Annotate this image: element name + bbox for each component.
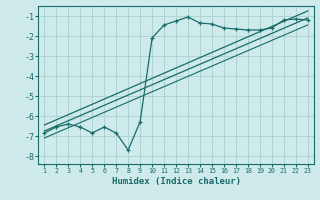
X-axis label: Humidex (Indice chaleur): Humidex (Indice chaleur) xyxy=(111,177,241,186)
